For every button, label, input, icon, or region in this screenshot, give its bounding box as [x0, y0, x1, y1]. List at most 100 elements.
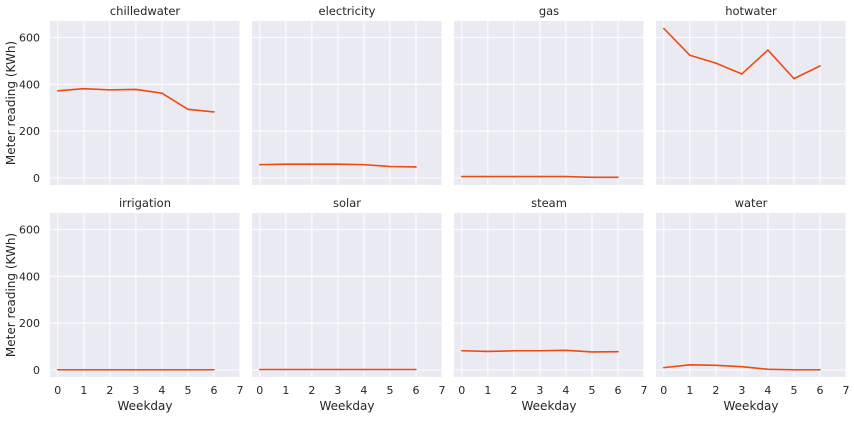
data-point: [161, 92, 163, 94]
y-tick-label: 600: [19, 223, 40, 236]
x-tick-label: 1: [686, 384, 693, 397]
x-tick-label: 6: [412, 384, 419, 397]
data-point: [285, 368, 287, 371]
x-tick-label: 3: [334, 384, 341, 397]
x-tick-label: 4: [360, 384, 367, 397]
x-axis-label: Weekday: [522, 399, 577, 413]
data-point: [389, 165, 391, 168]
facet-panel-hotwater: hotwater: [656, 4, 847, 185]
y-tick-label: 400: [19, 78, 40, 91]
x-tick-label: 4: [158, 384, 165, 397]
x-tick-label: 4: [764, 384, 771, 397]
data-point: [161, 368, 163, 371]
data-point: [135, 88, 137, 91]
panel-background: [252, 213, 442, 377]
x-axis-label: Weekday: [320, 399, 375, 413]
panel-title: hotwater: [725, 4, 777, 18]
data-point: [57, 368, 59, 371]
data-point: [487, 350, 489, 353]
data-point: [741, 73, 743, 75]
x-tick-label: 5: [588, 384, 595, 397]
panel-background: [50, 213, 240, 377]
data-point: [539, 175, 541, 178]
x-tick-label: 7: [641, 384, 648, 397]
y-tick-label: 600: [19, 31, 40, 44]
data-point: [415, 368, 417, 371]
x-tick-label: 5: [386, 384, 393, 397]
data-point: [539, 349, 541, 352]
panel-title: irrigation: [119, 196, 171, 210]
x-tick-label: 7: [439, 384, 446, 397]
data-point: [715, 364, 717, 367]
panel-background: [50, 21, 240, 185]
x-tick-label: 2: [510, 384, 517, 397]
data-point: [663, 27, 665, 30]
data-point: [213, 368, 215, 371]
data-point: [591, 351, 593, 353]
data-point: [767, 49, 769, 51]
panel-title: electricity: [319, 4, 376, 18]
data-point: [135, 368, 137, 371]
data-point: [259, 163, 261, 166]
panel-background: [454, 21, 644, 185]
x-tick-label: 6: [816, 384, 823, 397]
x-tick-label: 1: [80, 384, 87, 397]
x-tick-label: 0: [660, 384, 667, 397]
data-point: [311, 368, 313, 371]
data-point: [793, 77, 795, 80]
data-point: [767, 368, 769, 371]
facet-panel-water: water 0 1 2 3 4 5 6 7 Weekday: [656, 196, 850, 413]
data-point: [591, 176, 593, 179]
x-tick-label: 3: [738, 384, 745, 397]
x-tick-label: 4: [562, 384, 569, 397]
panel-title: steam: [531, 196, 567, 210]
facet-panel-electricity: electricity: [252, 4, 443, 185]
data-point: [793, 368, 795, 371]
data-point: [83, 368, 85, 371]
data-point: [259, 368, 261, 371]
data-point: [311, 163, 313, 165]
x-tick-label: 7: [237, 384, 244, 397]
y-tick-label: 200: [19, 317, 40, 330]
data-point: [187, 368, 189, 371]
y-axis-label: Meter reading (KWh): [4, 233, 18, 357]
x-tick-label: 5: [184, 384, 191, 397]
data-point: [109, 89, 111, 91]
data-point: [461, 175, 463, 178]
panel-background: [656, 213, 846, 377]
panel-background: [454, 213, 644, 377]
data-point: [415, 166, 417, 168]
data-point: [83, 87, 85, 90]
y-tick-label: 200: [19, 125, 40, 138]
x-tick-label: 2: [712, 384, 719, 397]
x-tick-label: 6: [614, 384, 621, 397]
data-point: [487, 175, 489, 178]
data-point: [461, 349, 463, 352]
data-point: [389, 368, 391, 371]
facet-panel-steam: steam 0 1 2 3 4 5 6 7 Weekday: [454, 196, 648, 413]
data-point: [663, 366, 665, 369]
panel-title: gas: [539, 4, 559, 18]
x-tick-label: 6: [210, 384, 217, 397]
data-point: [363, 163, 365, 166]
y-tick-label: 0: [33, 364, 40, 377]
panel-title: solar: [333, 196, 361, 210]
panel-title: chilledwater: [110, 4, 181, 18]
data-point: [819, 65, 821, 67]
x-tick-label: 5: [790, 384, 797, 397]
x-tick-label: 2: [106, 384, 113, 397]
x-tick-label: 1: [484, 384, 491, 397]
data-point: [689, 54, 691, 57]
data-point: [565, 175, 567, 178]
x-tick-label: 3: [132, 384, 139, 397]
data-point: [109, 368, 111, 371]
panel-background: [252, 21, 442, 185]
data-point: [363, 368, 365, 371]
data-point: [617, 350, 619, 353]
data-point: [213, 111, 215, 113]
data-point: [285, 163, 287, 165]
x-tick-label: 0: [458, 384, 465, 397]
